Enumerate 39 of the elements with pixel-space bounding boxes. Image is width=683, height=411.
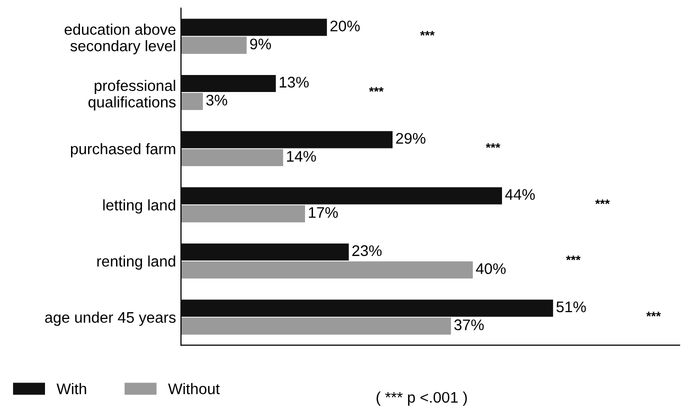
y-tick-label: education above secondary level (64, 24, 176, 54)
bar (180, 187, 502, 204)
legend-label: With (56, 383, 86, 394)
data-label: 20% (330, 20, 360, 32)
text: ( *** p <.001 ) (376, 392, 467, 406)
bar (180, 36, 247, 54)
bar (180, 205, 306, 222)
data-label: 40% (476, 263, 506, 274)
bar (180, 131, 393, 148)
data-label: 23% (352, 245, 382, 256)
y-tick-label: purchased farm (70, 143, 176, 158)
y-tick-label: professional qualifications (88, 80, 176, 111)
bar (180, 318, 451, 335)
data-label: 29% (396, 132, 426, 144)
data-label: 14% (287, 150, 316, 162)
annotation: *** (486, 143, 500, 148)
bar (180, 92, 203, 110)
text: *** (566, 256, 581, 260)
bar (180, 18, 327, 36)
y-tick-label: age under 45 years (45, 312, 176, 326)
data-label: 3% (206, 94, 228, 106)
bar (180, 149, 284, 166)
data-label: 13% (280, 76, 309, 88)
y-tick-label: renting land (97, 255, 176, 270)
bar (180, 261, 473, 279)
legend-label: Without (168, 383, 220, 394)
data-label: 17% (308, 207, 338, 218)
data-label: 37% (454, 319, 484, 330)
bar (180, 300, 554, 317)
data-label: 9% (250, 38, 271, 50)
bar (180, 74, 276, 92)
y-tick-label: letting land (103, 199, 176, 214)
bar (180, 243, 349, 261)
text: *** (595, 199, 610, 204)
data-label: 51% (556, 302, 586, 312)
annotation: *** (369, 87, 384, 92)
data-label: 44% (505, 189, 535, 200)
annotation: *** (420, 30, 435, 36)
text: *** (646, 312, 661, 316)
